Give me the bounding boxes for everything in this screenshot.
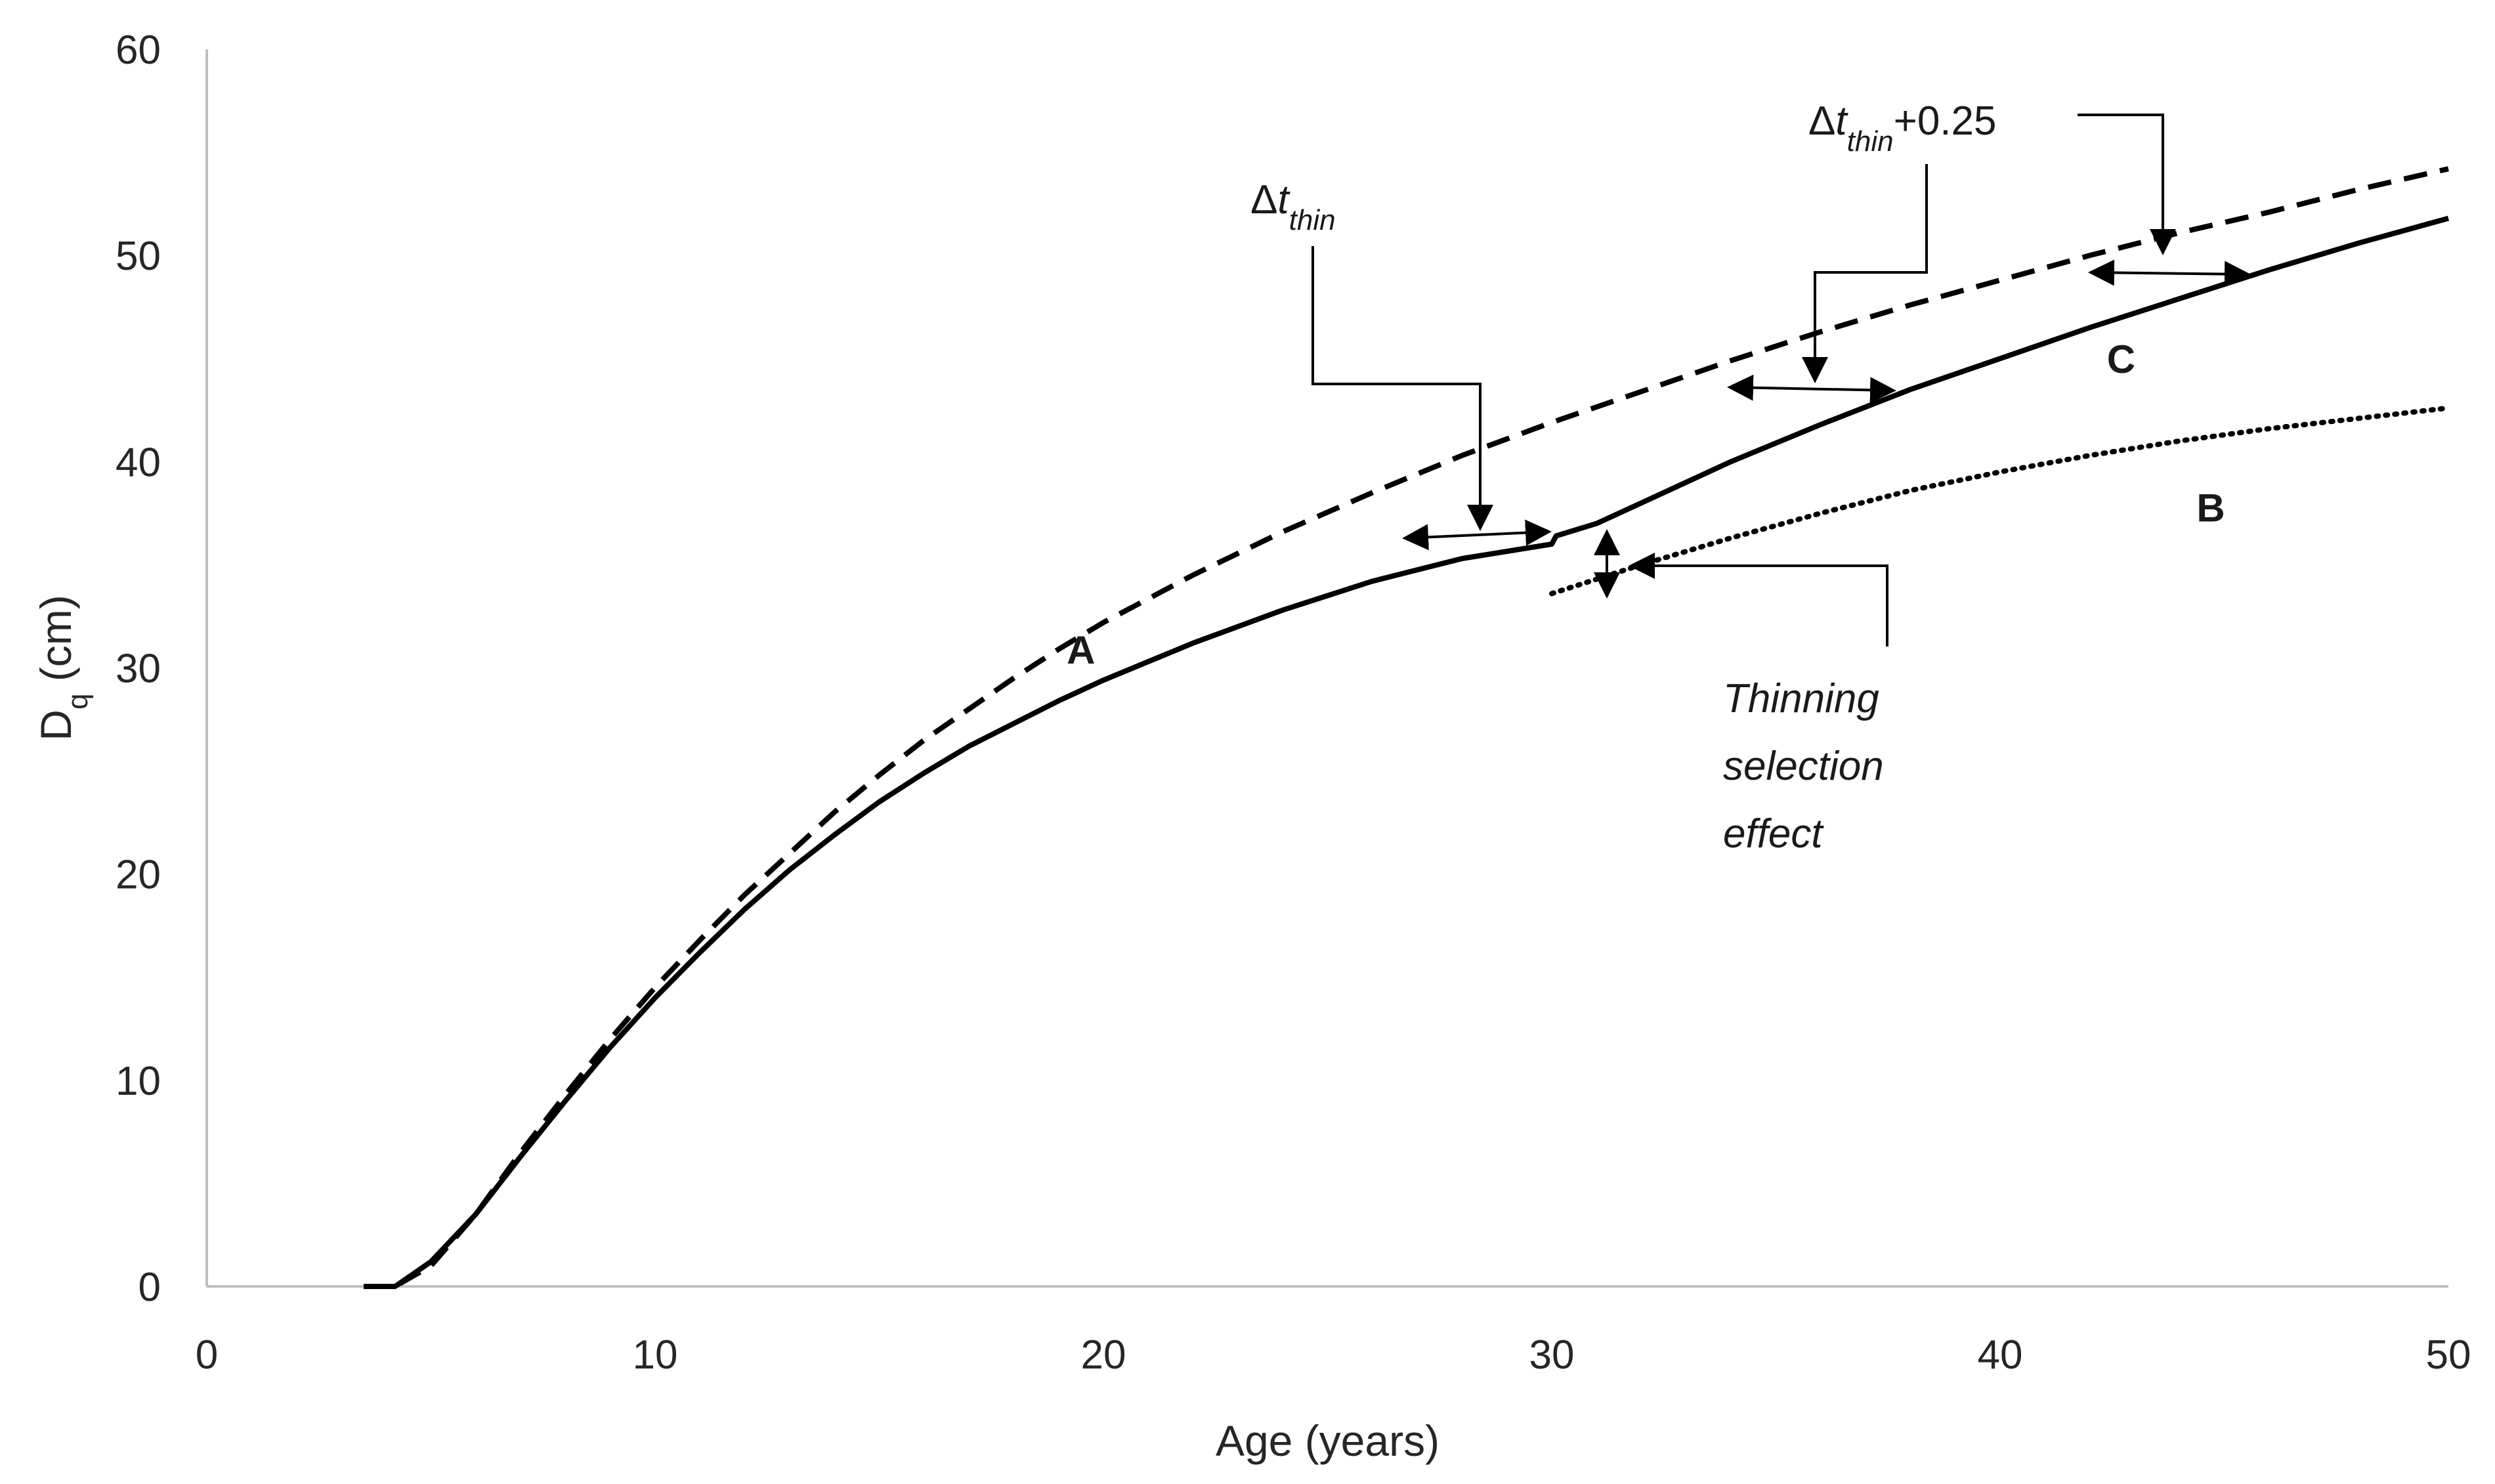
y-axis-title-subscript: q [62,694,94,710]
y-tick-label: 20 [116,853,161,898]
y-axis-title-unit: (cm) [32,595,80,693]
x-tick-label: 40 [1978,1332,2023,1378]
x-tick-label: 30 [1529,1332,1575,1378]
annotation-line-1: Thinning [1723,676,1879,721]
annotation-sub: thin [1847,125,1894,158]
y-tick-label: 30 [116,647,161,692]
y-tick-label: 10 [116,1059,161,1104]
annotation-dt-thin-span-arrow [1402,519,1552,551]
annotation-dt-thin: Δtthin [1250,177,1552,551]
annotation-dt-thin-plus-leader-left [1802,164,1928,383]
y-tick-label: 50 [116,234,161,279]
y-axis-title-main: D [32,710,80,741]
series-a-label: A [1067,628,1095,672]
annotation-t: t [1835,98,1848,144]
annotation-sub: thin [1289,204,1336,236]
y-axis-ticks: 0 10 20 30 40 50 60 [116,28,161,1310]
annotation-line-3: effect [1723,811,1824,857]
annotation-dt-thin-label: Δtthin [1250,177,1336,236]
annotation-span-arrow-1 [1727,374,1896,404]
series-layer [364,166,2451,1289]
annotation-suffix: +0.25 [1894,98,1997,144]
annotation-thinning-leader [1629,553,1888,647]
annotation-thinning-selection-effect: Thinning selection effect [1594,529,1888,857]
annotation-dt-thin-plus-label: Δtthin+0.25 [1808,98,1997,158]
y-tick-label: 60 [116,28,161,73]
annotation-t: t [1277,177,1290,223]
series-c-line [364,215,2450,1289]
annotation-dt-thin-plus: Δtthin+0.25 [1727,98,2251,404]
y-axis-title: Dq (cm) [32,595,94,740]
annotation-dt-thin-plus-leader-right [2078,114,2176,255]
y-tick-label: 0 [139,1265,161,1310]
annotation-span-arrow-2 [2088,259,2251,287]
series-b-label: B [2196,486,2225,530]
x-tick-label: 20 [1081,1332,1126,1378]
x-axis-ticks: 0 10 20 30 40 50 [196,1332,2471,1378]
x-tick-label: 10 [633,1332,678,1378]
series-a-line [364,166,2449,1289]
x-tick-label: 50 [2426,1332,2471,1378]
series-labels: A C B [1067,337,2225,672]
x-tick-label: 0 [196,1332,218,1378]
annotation-dt-thin-leader [1311,246,1493,531]
series-b-line [1549,405,2451,597]
annotation-delta: Δ [1250,177,1277,223]
annotation-line-2: selection [1723,744,1884,789]
x-axis-title: Age (years) [1216,1416,1439,1465]
y-tick-label: 40 [116,440,161,485]
axes [205,49,2448,1288]
series-c-label: C [2107,337,2135,381]
annotation-delta: Δ [1808,98,1835,144]
